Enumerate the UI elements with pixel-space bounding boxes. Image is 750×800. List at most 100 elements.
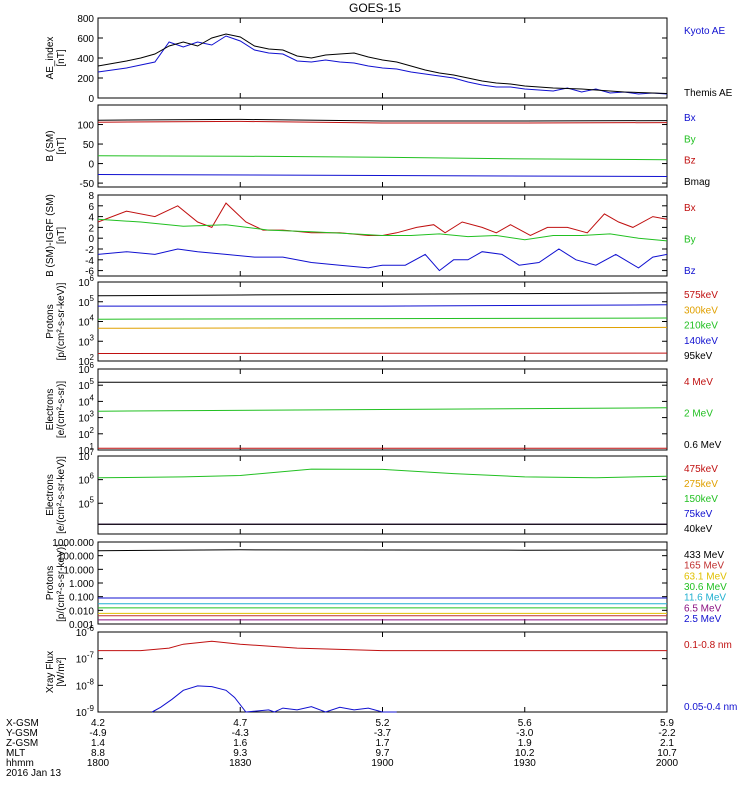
legend-label: 95keV: [684, 351, 713, 362]
series-line-bx: [97, 174, 668, 177]
legend-label: 2 MeV: [684, 409, 713, 420]
x-row-label: X-GSM: [6, 718, 39, 729]
series-line-300kev: [97, 326, 668, 329]
legend-label: 165 MeV: [684, 561, 724, 572]
y-tick-label: 800: [77, 14, 94, 25]
x-tick-label: 5.9: [660, 718, 674, 729]
series-line-bz: [97, 120, 668, 124]
legend-label: 2.5 MeV: [684, 614, 722, 625]
y-tick-label: 2: [88, 223, 94, 234]
x-tick-label: 9.7: [376, 748, 390, 759]
legend-label: 433 MeV: [684, 550, 724, 561]
legend-label: Bmag: [684, 177, 710, 188]
legend-label: 40keV: [684, 524, 713, 535]
y-tick-label: 0: [88, 160, 94, 171]
legend-label: 0.6 MeV: [684, 440, 722, 451]
x-tick-label: 1800: [87, 758, 110, 769]
y-tick-label: 600: [77, 34, 94, 45]
y-tick-label: 105: [78, 495, 94, 510]
y-axis-label: [e/(cm²-s-sr-keV)]: [56, 456, 67, 534]
y-tick-label: 4: [88, 213, 94, 224]
series-line-0-1-0-8-nm: [98, 640, 667, 652]
x-tick-label: 5.2: [376, 718, 390, 729]
y-tick-label: -6: [85, 267, 94, 278]
legend-label: 275keV: [684, 479, 718, 490]
y-axis-label: B (SM): [45, 130, 56, 161]
y-axis-label: [nT]: [56, 137, 67, 154]
x-tick-label: -3.7: [374, 728, 392, 739]
x-tick-label: 4.7: [233, 718, 247, 729]
panel-frame: [97, 455, 668, 535]
legend-label: 475keV: [684, 464, 718, 475]
series-line-by: [97, 155, 668, 161]
series-line-433-mev: [97, 549, 668, 552]
y-tick-label: 8: [88, 191, 94, 202]
y-tick-label: 0.010: [69, 606, 94, 617]
y-tick-label: 104: [78, 314, 94, 329]
series-line-bmag: [97, 118, 668, 122]
y-axis-label: [p/(cm²-s-sr-keV)]: [56, 282, 67, 360]
legend-label: 300keV: [684, 305, 718, 316]
y-tick-label: 400: [77, 54, 94, 65]
x-tick-label: -2.2: [658, 728, 676, 739]
legend-label: By: [684, 235, 696, 246]
x-row-label: Y-GSM: [6, 728, 38, 739]
panel-ae: 800 600 400 200 0 AE_index [nT] Kyoto AE Themis …: [45, 14, 733, 105]
series-line-150kev: [97, 468, 668, 479]
y-axis-label: Xray Flux: [45, 651, 56, 693]
legend-label: 575keV: [684, 290, 718, 301]
y-axis-label: [p/(cm²-s-sr-keV)]: [56, 544, 67, 622]
series-line-bz: [97, 248, 668, 272]
legend-label: 150keV: [684, 494, 718, 505]
x-row-label: MLT: [6, 748, 25, 759]
y-axis-label: Protons: [45, 566, 56, 600]
y-tick-label: 50: [83, 140, 95, 151]
x-tick-label: 5.6: [518, 718, 532, 729]
y-tick-label: 0: [88, 234, 94, 245]
legend-label: Themis AE: [684, 88, 733, 99]
y-tick-label: 1000.000: [52, 538, 94, 549]
y-tick-label: 0.001: [69, 620, 94, 631]
y-axis-label: [nT]: [56, 227, 67, 244]
y-tick-label: 100: [77, 121, 94, 132]
y-tick-label: 105: [78, 377, 94, 392]
series-line-140kev: [98, 304, 668, 307]
y-axis-label: [nT]: [56, 49, 67, 66]
series-line-210kev: [97, 317, 668, 320]
x-tick-label: 2.1: [660, 738, 674, 749]
legend-label: Bx: [684, 113, 696, 124]
legend-label: Kyoto AE: [684, 26, 725, 37]
legend-label: Bz: [684, 266, 696, 277]
y-tick-label: 10.000: [63, 565, 94, 576]
series-line-95kev: [97, 292, 668, 297]
x-tick-label: -3.0: [516, 728, 534, 739]
legend-label: 75keV: [684, 509, 713, 520]
date-label: 2016 Jan 13: [6, 768, 61, 779]
y-tick-label: 0.100: [69, 593, 94, 604]
y-axis-label: AE_index: [45, 37, 56, 80]
y-tick-label: 104: [78, 393, 94, 408]
y-tick-label: 10-9: [76, 704, 95, 719]
y-axis-label: Protons: [45, 304, 56, 338]
x-tick-label: -4.9: [89, 728, 107, 739]
panel-frame: [97, 17, 668, 99]
y-tick-label: 6: [88, 202, 94, 213]
series-line-by: [97, 218, 668, 242]
x-axis-table: X-GSM 4.2 4.7 5.2 5.6 5.9 Y-GSM -4.9 -4.3 -3.7 -3.…: [6, 718, 679, 779]
x-tick-label: 9.3: [233, 748, 247, 759]
x-tick-label: 4.2: [91, 718, 105, 729]
x-tick-label: 2000: [656, 758, 679, 769]
panel-bsm: 100 50 0 -50 B (SM) [nT] Bx By Bz Bmag: [45, 104, 710, 190]
y-tick-label: 105: [78, 294, 94, 309]
y-tick-label: 10-8: [76, 677, 95, 692]
series-line-themis-ae: [97, 33, 668, 94]
legend-label: By: [684, 134, 696, 145]
y-tick-label: -4: [85, 256, 94, 267]
legend-label: Bz: [684, 156, 696, 167]
